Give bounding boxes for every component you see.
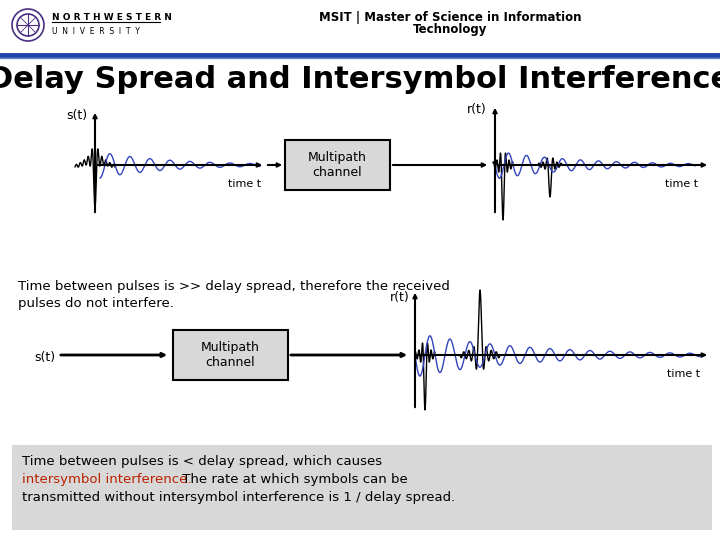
Text: r(t): r(t) (467, 104, 487, 117)
Text: Technology: Technology (413, 24, 487, 37)
Text: time t: time t (667, 369, 700, 379)
Text: N O R T H W E S T E R N: N O R T H W E S T E R N (52, 14, 172, 23)
Bar (285, 140, 390, 190)
Text: Delay Spread and Intersymbol Interference: Delay Spread and Intersymbol Interferenc… (0, 65, 720, 94)
Text: pulses do not interfere.: pulses do not interfere. (18, 297, 174, 310)
Text: s(t): s(t) (66, 109, 87, 122)
Text: intersymbol interference.: intersymbol interference. (22, 473, 192, 486)
Text: time t: time t (665, 179, 698, 189)
Bar (173, 330, 288, 380)
Text: time t: time t (228, 179, 261, 189)
Text: transmitted without intersymbol interference is 1 / delay spread.: transmitted without intersymbol interfer… (22, 491, 455, 504)
Text: Time between pulses is < delay spread, which causes: Time between pulses is < delay spread, w… (22, 455, 382, 468)
Text: Multipath
channel: Multipath channel (201, 341, 260, 369)
Text: The rate at which symbols can be: The rate at which symbols can be (178, 473, 408, 486)
Text: MSIT | Master of Science in Information: MSIT | Master of Science in Information (319, 11, 581, 24)
Text: Time between pulses is >> delay spread, therefore the received: Time between pulses is >> delay spread, … (18, 280, 450, 293)
Text: r(t): r(t) (390, 291, 410, 303)
Text: s(t): s(t) (34, 350, 55, 363)
Bar (12, 445, 712, 530)
Text: Multipath
channel: Multipath channel (308, 151, 367, 179)
Text: U  N  I  V  E  R  S  I  T  Y: U N I V E R S I T Y (52, 26, 140, 36)
